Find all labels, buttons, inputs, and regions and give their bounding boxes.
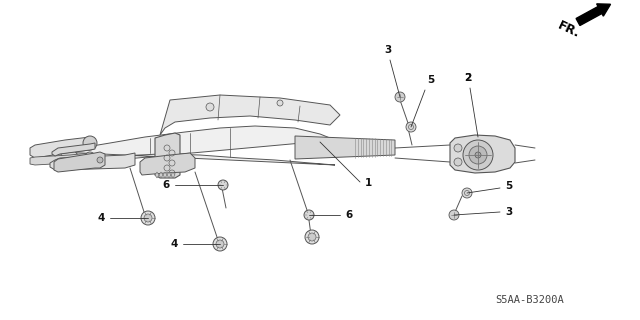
Circle shape (304, 210, 314, 220)
Polygon shape (155, 172, 159, 178)
Text: 6: 6 (163, 180, 170, 190)
Text: 5: 5 (505, 181, 512, 191)
Circle shape (449, 210, 459, 220)
Text: 4: 4 (171, 239, 178, 249)
Circle shape (469, 146, 487, 164)
Circle shape (141, 211, 155, 225)
Circle shape (216, 240, 224, 248)
Polygon shape (60, 148, 80, 168)
Circle shape (213, 237, 227, 251)
FancyArrow shape (576, 4, 611, 26)
Circle shape (277, 100, 283, 106)
Circle shape (83, 136, 97, 150)
Polygon shape (163, 172, 167, 178)
Circle shape (454, 158, 462, 166)
Circle shape (97, 157, 103, 163)
Circle shape (218, 180, 228, 190)
Text: 2: 2 (465, 73, 472, 83)
Text: 5: 5 (427, 75, 435, 85)
Circle shape (85, 152, 95, 162)
Circle shape (206, 103, 214, 111)
Polygon shape (160, 95, 340, 135)
Polygon shape (155, 133, 180, 178)
Polygon shape (171, 172, 175, 178)
Text: 3: 3 (385, 45, 392, 55)
Polygon shape (295, 136, 395, 159)
Circle shape (475, 152, 481, 158)
Text: S5AA-B3200A: S5AA-B3200A (495, 295, 564, 305)
Text: 4: 4 (98, 213, 105, 223)
Polygon shape (167, 172, 171, 178)
Circle shape (305, 230, 319, 244)
Circle shape (144, 214, 152, 222)
Polygon shape (50, 153, 135, 170)
Text: 3: 3 (505, 207, 512, 217)
Text: FR.: FR. (556, 19, 582, 41)
Polygon shape (450, 135, 515, 173)
Circle shape (462, 188, 472, 198)
Polygon shape (159, 172, 163, 178)
Circle shape (395, 92, 405, 102)
Text: 6: 6 (345, 210, 352, 220)
Circle shape (308, 233, 316, 241)
Polygon shape (30, 153, 90, 165)
Circle shape (463, 140, 493, 170)
Polygon shape (140, 153, 195, 175)
Text: 1: 1 (365, 178, 372, 188)
Polygon shape (60, 126, 335, 165)
Polygon shape (54, 152, 105, 172)
Polygon shape (52, 143, 95, 156)
Polygon shape (30, 137, 90, 158)
Text: 2: 2 (465, 73, 472, 83)
Circle shape (454, 144, 462, 152)
Circle shape (406, 122, 416, 132)
